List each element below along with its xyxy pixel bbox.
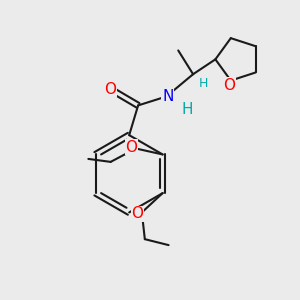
- Text: N: N: [162, 89, 173, 104]
- Text: O: O: [104, 82, 116, 97]
- Text: O: O: [125, 140, 137, 154]
- Text: O: O: [131, 206, 143, 221]
- Text: H: H: [182, 102, 193, 117]
- Text: H: H: [199, 76, 208, 90]
- Text: O: O: [223, 77, 235, 92]
